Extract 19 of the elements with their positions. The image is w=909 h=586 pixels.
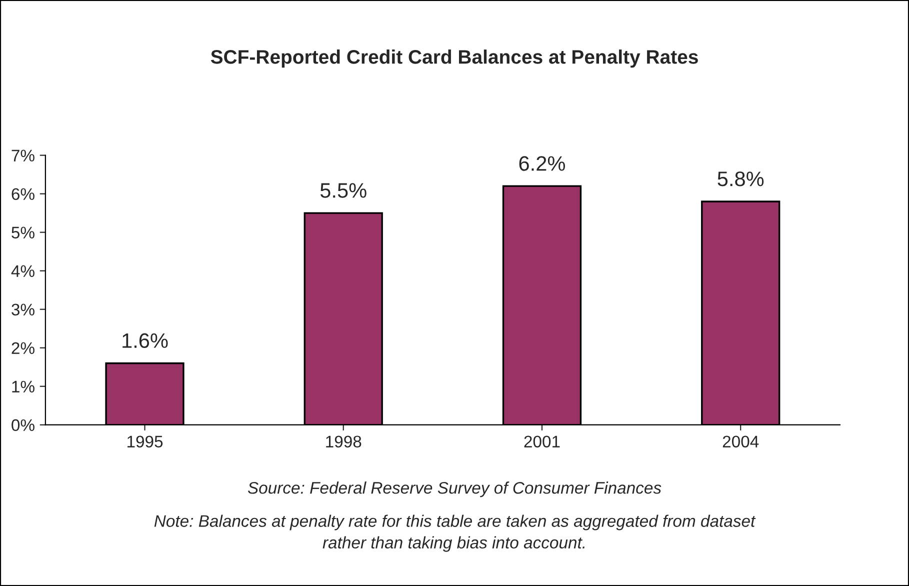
- y-tick-label: 3%: [12, 304, 34, 316]
- y-tick-label: 2%: [12, 342, 34, 354]
- text: Note: Balances at penalty rate for this table are taken as aggregated from dataset rather than taking bias into account.: [154, 514, 756, 552]
- x-tick-label: 1998: [326, 436, 362, 448]
- y-tick-label: 6%: [12, 188, 34, 200]
- x-tick-label: 2001: [524, 436, 560, 448]
- data-label: 5.8%: [718, 172, 764, 186]
- chart-title: SCF-Reported Credit Card Balances at Penalty Rates: [210, 50, 698, 68]
- source-note: Source: Federal Reserve Survey of Consumer Finances: [248, 482, 662, 498]
- y-tick-label: 1%: [12, 380, 34, 392]
- y-tick-label: 7%: [12, 150, 34, 162]
- x-tick-label: 2004: [722, 436, 759, 448]
- data-label: 1.6%: [122, 333, 168, 348]
- x-tick-label: 1995: [127, 436, 163, 448]
- y-tick-label: 5%: [12, 226, 34, 239]
- data-label: 6.2%: [519, 156, 565, 171]
- y-tick-label: 4%: [11, 265, 34, 277]
- y-tick-label: 0%: [12, 419, 34, 432]
- data-label: 5.5%: [320, 183, 366, 198]
